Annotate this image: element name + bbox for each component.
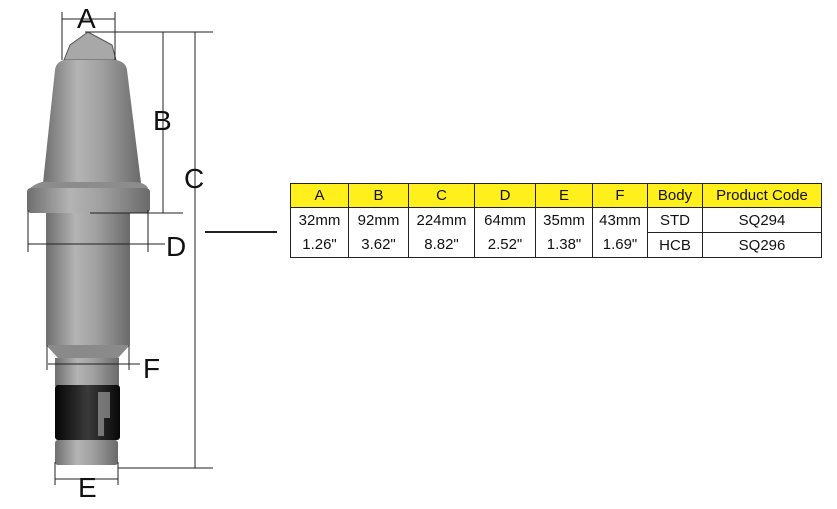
table-header-row: A B C D E F Body Product Code (290, 183, 822, 208)
table-row: 32mm 92mm 224mm 64mm 35mm 43mm STD SQ294 (290, 207, 822, 233)
cell-e-mm: 35mm (535, 207, 593, 233)
label-e: E (78, 472, 97, 503)
cell-body: HCB (647, 232, 703, 258)
header-e: E (535, 183, 593, 208)
label-c: C (184, 163, 204, 194)
cell-d-in: 2.52" (474, 232, 536, 258)
dimensions-table: A B C D E F Body Product Code 32mm 92mm … (290, 183, 822, 258)
cone-head (43, 60, 141, 183)
cell-product-code: SQ294 (702, 207, 822, 233)
header-c: C (408, 183, 475, 208)
header-f: F (592, 183, 648, 208)
header-d: D (474, 183, 536, 208)
label-b: B (153, 105, 172, 136)
cell-f-mm: 43mm (592, 207, 648, 233)
label-a: A (77, 3, 96, 34)
cell-e-in: 1.38" (535, 232, 593, 258)
header-a: A (290, 183, 349, 208)
cell-b-mm: 92mm (348, 207, 409, 233)
table-row: 1.26" 3.62" 8.82" 2.52" 1.38" 1.69" HCB … (290, 232, 822, 258)
shank (46, 213, 130, 345)
retainer-sleeve (55, 385, 120, 440)
header-body: Body (647, 183, 703, 208)
cell-c-in: 8.82" (408, 232, 475, 258)
label-f: F (143, 353, 160, 384)
collar (27, 188, 150, 213)
cell-body: STD (647, 207, 703, 233)
dimension-lines (27, 12, 277, 485)
cell-c-mm: 224mm (408, 207, 475, 233)
bit-body (27, 31, 150, 465)
cell-f-in: 1.69" (592, 232, 648, 258)
cell-product-code: SQ296 (702, 232, 822, 258)
header-b: B (348, 183, 409, 208)
cell-a-in: 1.26" (290, 232, 349, 258)
carbide-tip (63, 31, 117, 61)
cell-d-mm: 64mm (474, 207, 536, 233)
cell-b-in: 3.62" (348, 232, 409, 258)
header-product-code: Product Code (702, 183, 822, 208)
cell-a-mm: 32mm (290, 207, 349, 233)
label-d: D (166, 231, 186, 262)
